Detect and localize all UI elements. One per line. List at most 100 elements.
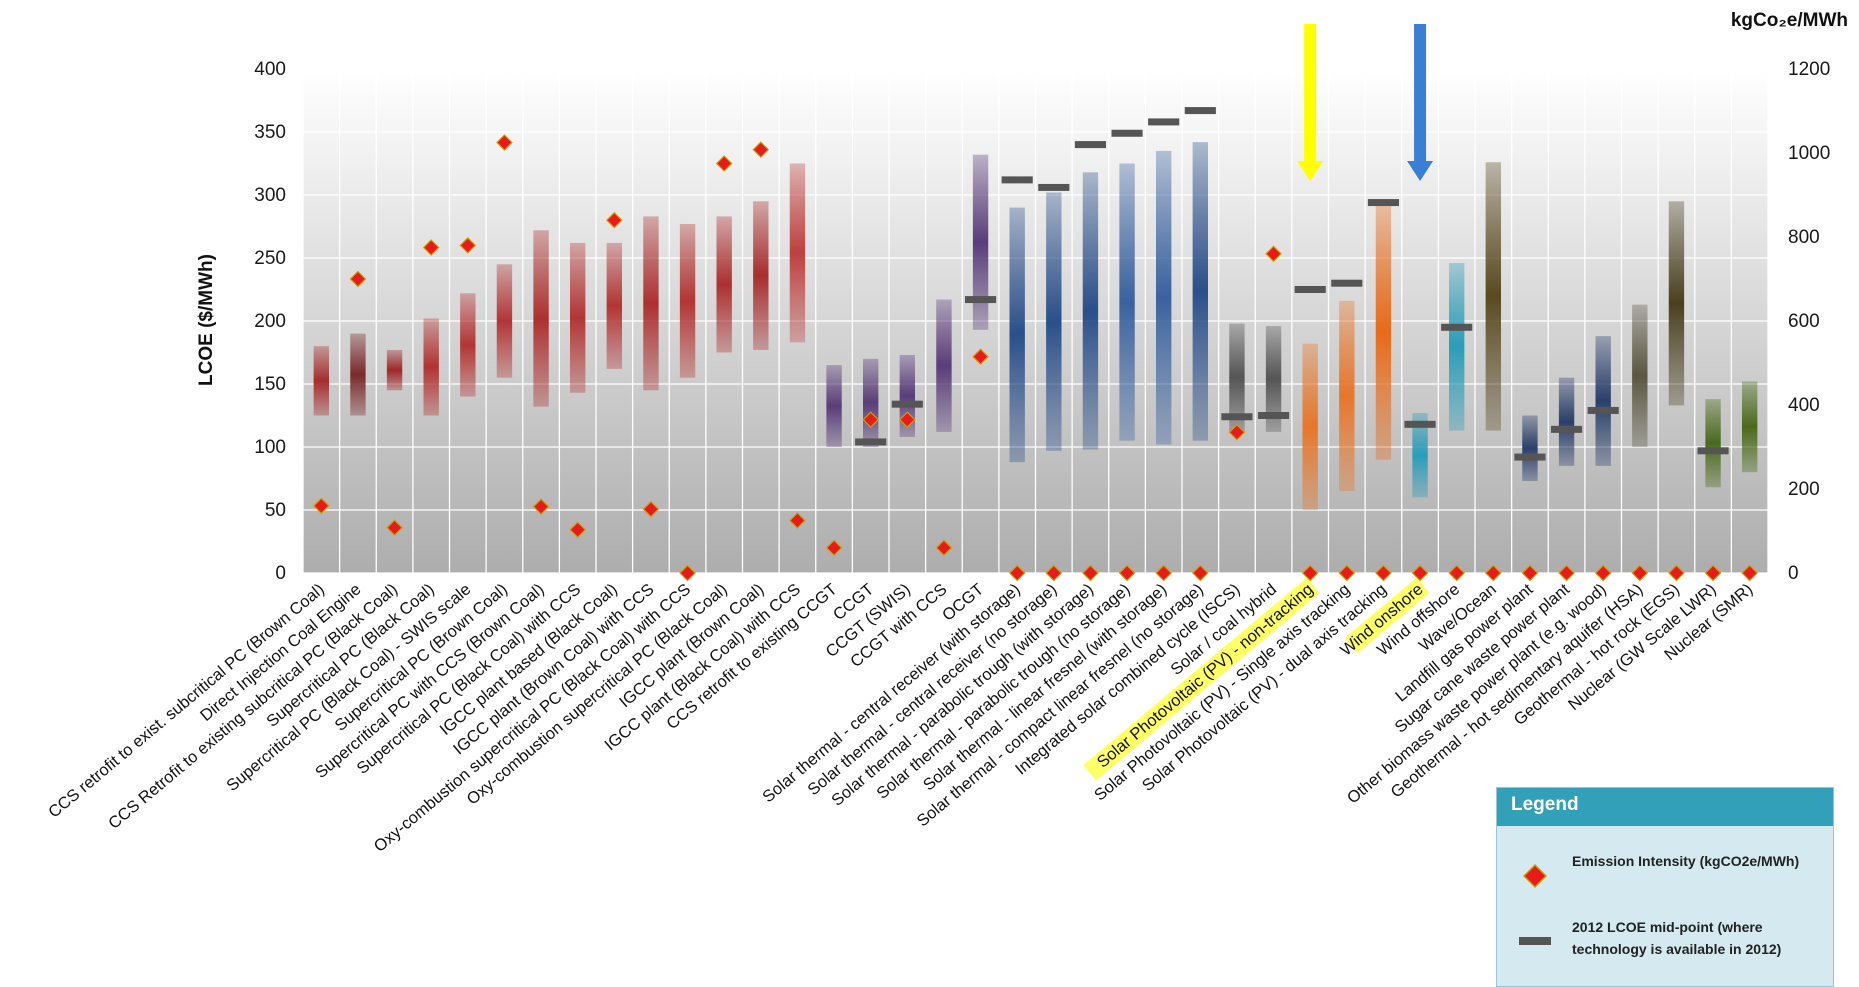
y2-tick-label: 600 <box>1788 311 1820 332</box>
left-axis: 0 50 100 150 200 250 300 350 400 <box>254 59 286 584</box>
y2-tick-label: 800 <box>1788 227 1820 248</box>
emission-marker <box>679 564 696 582</box>
midpoint-marker <box>1404 420 1436 428</box>
lcoe-range-bar <box>1265 326 1282 432</box>
midpoint-marker <box>1001 176 1033 184</box>
down-arrow-icon <box>1407 24 1434 181</box>
lcoe-range-bar <box>1485 162 1502 431</box>
emission-marker <box>715 155 733 172</box>
legend-title: Legend <box>1497 788 1833 826</box>
lcoe-range-bar <box>569 242 586 393</box>
emission-marker <box>569 521 587 539</box>
y2-tick-label: 1000 <box>1788 143 1830 164</box>
midpoint-marker <box>1514 453 1546 461</box>
emission-marker <box>1704 564 1722 582</box>
legend-item-emission: Emission Intensity (kgCO2e/MWh) <box>1497 850 1833 900</box>
midpoint-marker <box>1184 107 1216 115</box>
y-tick-label: 150 <box>254 374 286 395</box>
emission-marker <box>1301 564 1319 582</box>
legend-label-emission: Emission Intensity (kgCO2e/MWh) <box>1572 853 1800 869</box>
midpoint-marker <box>1441 323 1473 331</box>
highlight-arrows <box>1297 24 1434 181</box>
emission-marker <box>972 348 989 366</box>
emission-marker <box>1082 564 1099 582</box>
legend-label-midpoint: 2012 LCOE mid-point (where technology is… <box>1572 919 1782 957</box>
midpoint-marker <box>1111 129 1143 137</box>
lcoe-range-bar <box>789 163 806 343</box>
y-tick-label: 250 <box>254 248 286 269</box>
emission-marker <box>642 500 660 518</box>
lcoe-range-bar <box>1339 300 1355 492</box>
emission-marker <box>1521 564 1539 582</box>
midpoint-marker <box>1038 183 1070 191</box>
range-bars <box>313 142 1758 510</box>
lcoe-range-bar <box>1302 343 1318 510</box>
y-tick-label: 0 <box>275 563 286 584</box>
emission-markers <box>312 134 1759 582</box>
emission-marker <box>1741 564 1759 582</box>
midpoint-marker <box>1331 279 1363 287</box>
lcoe-range-bar <box>386 349 403 391</box>
category-highlight <box>1344 577 1430 654</box>
emission-marker <box>825 539 843 557</box>
emission-marker <box>1448 564 1466 582</box>
y-tick-label: 100 <box>254 437 286 458</box>
lcoe-range-bar <box>826 365 842 447</box>
emission-marker <box>1484 564 1502 582</box>
emission-marker <box>898 411 916 429</box>
mid-point-markers <box>855 107 1729 461</box>
lcoe-range-bar <box>1192 142 1209 441</box>
emission-marker <box>1411 564 1429 582</box>
y-tick-label: 400 <box>254 59 286 80</box>
midpoint-marker <box>1587 406 1619 414</box>
lcoe-range-bar <box>460 293 476 397</box>
lcoe-range-bar <box>1522 415 1538 482</box>
midpoint-marker <box>1367 199 1400 207</box>
emission-marker <box>1265 245 1282 263</box>
emission-marker <box>862 411 880 429</box>
legend: Legend Emission Intensity (kgCO2e/MWh) 2… <box>1496 787 1834 987</box>
y2-tick-label: 1200 <box>1788 59 1830 80</box>
lcoe-range-bar <box>1155 150 1172 445</box>
emission-marker <box>752 141 770 158</box>
lcoe-range-bar <box>1046 192 1062 451</box>
lcoe-range-bar <box>1009 207 1025 463</box>
emission-marker <box>1668 564 1685 582</box>
emission-marker <box>1118 564 1136 582</box>
y-tick-label: 200 <box>254 311 286 332</box>
lcoe-range-bar <box>1229 323 1245 432</box>
lcoe-range-bar <box>716 216 732 353</box>
y2-tick-label: 400 <box>1788 395 1820 416</box>
lcoe-range-bar <box>1705 399 1721 488</box>
midpoint-marker <box>1074 141 1107 149</box>
lcoe-range-bar <box>679 223 696 378</box>
lcoe-range-bar <box>533 230 549 407</box>
lcoe-range-bar <box>496 264 513 378</box>
emission-marker <box>1375 564 1392 582</box>
lcoe-range-bar <box>1668 201 1685 406</box>
lcoe-range-bar <box>643 216 659 391</box>
y-tick-label: 50 <box>265 500 286 521</box>
diamond-icon <box>1522 863 1548 889</box>
emission-marker <box>1045 564 1063 582</box>
lcoe-range-bar <box>1741 381 1758 473</box>
lcoe-range-bar <box>350 333 366 416</box>
lcoe-range-bar <box>1558 377 1575 466</box>
lcoe-range-bar <box>1412 412 1428 498</box>
legend-item-midpoint: 2012 LCOE mid-point (where technology is… <box>1497 916 1833 966</box>
emission-marker <box>1008 564 1026 582</box>
lcoe-range-bar <box>313 346 330 416</box>
emission-marker <box>605 211 623 229</box>
emission-marker <box>459 237 477 254</box>
emission-marker <box>789 512 806 529</box>
y2-tick-label: 0 <box>1788 563 1799 584</box>
midpoint-marker <box>891 400 923 408</box>
down-arrow-icon <box>1297 24 1324 181</box>
lcoe-range-bar <box>753 201 769 350</box>
emission-marker <box>1558 564 1575 582</box>
emission-marker <box>1155 564 1173 582</box>
lcoe-range-bar <box>972 154 989 330</box>
category-highlight <box>1083 577 1320 781</box>
emission-marker <box>1228 423 1246 441</box>
